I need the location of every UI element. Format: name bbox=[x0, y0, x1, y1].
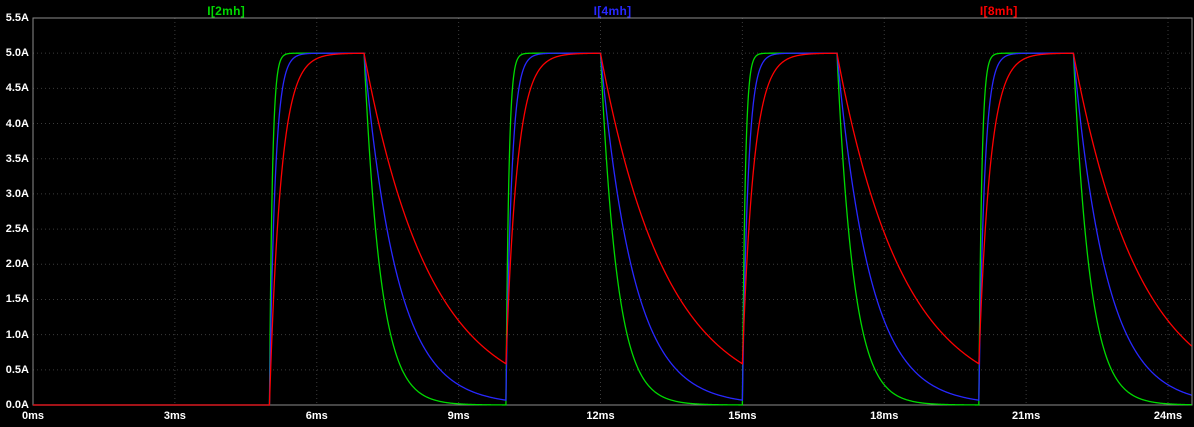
trace-label-4mh[interactable]: I[4mh] bbox=[593, 3, 632, 18]
x-tick-label: 21ms bbox=[1012, 410, 1041, 422]
y-tick-label: 5.5A bbox=[5, 12, 29, 24]
y-tick-label: 5.0A bbox=[5, 47, 29, 60]
y-tick-label: 0.0A bbox=[5, 399, 29, 411]
plot-frame bbox=[32, 17, 1193, 406]
trace-i8mh[interactable] bbox=[33, 52, 1193, 406]
y-tick-label: 4.5A bbox=[5, 82, 29, 95]
x-tick-label: 0ms bbox=[21, 410, 45, 422]
y-tick-label: 3.5A bbox=[5, 152, 29, 165]
x-tick-label: 24ms bbox=[1153, 410, 1183, 422]
trace-label-2mh[interactable]: I[2mh] bbox=[207, 3, 246, 18]
x-tick-label: 12ms bbox=[586, 410, 615, 422]
trace-legend: I[2mh] I[4mh] I[8mh] bbox=[33, 2, 1192, 19]
x-tick-label: 15ms bbox=[728, 410, 757, 422]
y-tick-label: 2.0A bbox=[5, 258, 29, 271]
x-tick-label: 3ms bbox=[163, 410, 186, 422]
x-tick-label: 18ms bbox=[870, 410, 899, 422]
y-tick-label: 0.5A bbox=[5, 363, 29, 376]
y-tick-label: 1.0A bbox=[5, 328, 29, 341]
y-tick-label: 1.5A bbox=[5, 293, 29, 306]
y-axis: 0.0A 0.5A 1.0A 1.5A 2.0A 2.5A 3.0A 3.5A 4.0A 4.5A… bbox=[0, 0, 29, 427]
x-tick-label: 9ms bbox=[447, 410, 470, 422]
x-tick-label: 6ms bbox=[305, 410, 328, 422]
y-tick-label: 4.0A bbox=[5, 117, 29, 130]
y-tick-label: 3.0A bbox=[5, 187, 29, 200]
trace-label-8mh[interactable]: I[8mh] bbox=[979, 3, 1018, 18]
y-tick-label: 2.5A bbox=[5, 223, 29, 236]
